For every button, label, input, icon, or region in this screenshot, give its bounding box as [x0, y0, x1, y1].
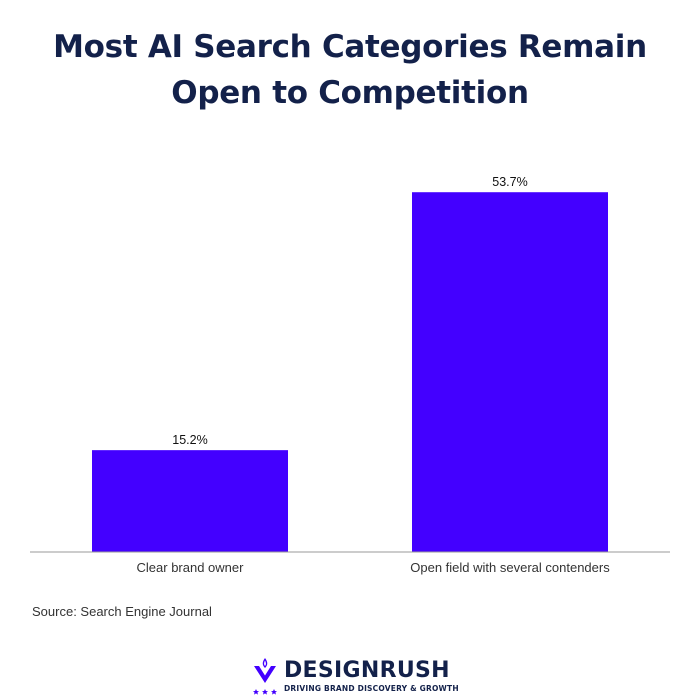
source-note: Source: Search Engine Journal	[32, 604, 212, 619]
bar-2	[412, 192, 608, 552]
x-tick-label-1: Clear brand owner	[137, 560, 245, 575]
chart-title-line-2: Open to Competition	[171, 75, 529, 111]
bar-chart: 15.2% Clear brand owner 53.7% Open field wi…	[30, 175, 670, 575]
brand-tagline: DRIVING BRAND DISCOVERY & GROWTH	[284, 684, 459, 693]
labels-layer: 15.2% Clear brand owner 53.7% Open field wi…	[137, 175, 611, 575]
designrush-logo[interactable]: DESIGNRUSH DRIVING BRAND DISCOVERY & GRO…	[252, 656, 462, 696]
designrush-logo-icon	[253, 658, 277, 695]
bars-layer	[92, 192, 608, 552]
brand-name: DESIGNRUSH	[284, 658, 450, 683]
chart-title: Most AI Search Categories Remain Open to…	[0, 24, 700, 116]
x-tick-label-2: Open field with several contenders	[410, 560, 610, 575]
data-label-2: 53.7%	[492, 175, 527, 189]
data-label-1: 15.2%	[172, 433, 207, 447]
bar-1	[92, 450, 288, 552]
chart-title-line-1: Most AI Search Categories Remain	[53, 29, 647, 65]
